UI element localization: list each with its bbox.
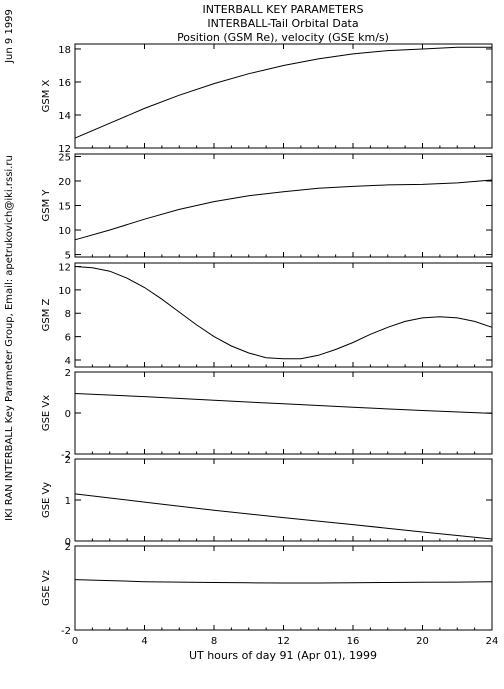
x-tick-label-2: 8 bbox=[211, 636, 217, 647]
gsm-x-ytick-label-3: 18 bbox=[58, 45, 71, 56]
gsm-x-ytick-label-2: 16 bbox=[58, 78, 71, 89]
gsm-z-ytick-label-1: 6 bbox=[65, 333, 71, 344]
date-stamp: Jun 9 1999 bbox=[4, 9, 15, 64]
gsm-z-ytick-label-3: 10 bbox=[58, 286, 71, 297]
gse-vz-ytick-label-0: -2 bbox=[61, 626, 71, 637]
gsm-y-ytick-label-1: 10 bbox=[58, 226, 71, 237]
gse-vy-ytick-label-2: 2 bbox=[65, 455, 71, 466]
gsm-z-series-line bbox=[74, 266, 493, 360]
gsm-z-ytick-label-4: 12 bbox=[58, 263, 71, 274]
x-tick-label-1: 4 bbox=[141, 636, 147, 647]
gse-vz-ylabel: GSE Vz bbox=[41, 570, 52, 606]
gsm-y-ytick-label-0: 5 bbox=[65, 251, 71, 262]
gsm-y-ytick-label-2: 15 bbox=[58, 202, 71, 213]
gsm-z-ytick-label-0: 4 bbox=[65, 356, 71, 367]
gse-vy-ytick-label-1: 1 bbox=[65, 496, 71, 507]
x-tick-label-6: 24 bbox=[486, 636, 499, 647]
chart-title-line-2: INTERBALL-Tail Orbital Data bbox=[207, 17, 358, 30]
gsm-x-ytick-label-1: 14 bbox=[58, 111, 71, 122]
gse-vy-series-line bbox=[74, 493, 493, 540]
gse-vz-series-line bbox=[74, 579, 493, 584]
gse-vy-frame bbox=[74, 458, 493, 542]
gsm-y-ytick-label-4: 25 bbox=[58, 152, 71, 163]
gse-vx-series-line bbox=[74, 393, 493, 414]
side-credit: IKI RAN INTERBALL Key Parameter Group, E… bbox=[4, 155, 15, 521]
gsm-x-ylabel: GSM X bbox=[41, 79, 52, 112]
x-tick-label-0: 0 bbox=[72, 636, 78, 647]
gsm-z-ylabel: GSM Z bbox=[41, 298, 52, 331]
chart-title-line-1: INTERBALL KEY PARAMETERS bbox=[203, 3, 364, 16]
gsm-x-frame bbox=[74, 43, 493, 149]
gsm-z-ytick-label-2: 8 bbox=[65, 309, 71, 320]
chart-title-line-3: Position (GSM Re), velocity (GSE km/s) bbox=[177, 31, 389, 44]
x-tick-label-5: 20 bbox=[416, 636, 429, 647]
gsm-x-series-line bbox=[74, 46, 492, 139]
x-axis-label: UT hours of day 91 (Apr 01), 1999 bbox=[189, 649, 377, 662]
gsm-x-ytick-label-0: 12 bbox=[58, 144, 71, 155]
gse-vx-frame bbox=[74, 371, 493, 455]
gse-vx-ytick-label-1: 0 bbox=[65, 409, 71, 420]
gse-vy-ytick-label-0: 0 bbox=[65, 537, 71, 548]
x-tick-label-3: 12 bbox=[277, 636, 290, 647]
gse-vy-ylabel: GSE Vy bbox=[41, 482, 52, 518]
gse-vx-ytick-label-0: -2 bbox=[61, 450, 71, 461]
gse-vx-ytick-label-2: 2 bbox=[65, 368, 71, 379]
gse-vx-ylabel: GSE Vx bbox=[41, 395, 52, 431]
gse-vz-ytick-label-1: 2 bbox=[65, 542, 71, 553]
gsm-z-frame bbox=[74, 262, 493, 368]
gsm-y-ytick-label-3: 20 bbox=[58, 177, 71, 188]
gse-vz-frame bbox=[74, 545, 493, 631]
gsm-y-ylabel: GSM Y bbox=[41, 189, 52, 222]
gsm-y-series-line bbox=[74, 179, 493, 241]
gsm-y-frame bbox=[74, 153, 493, 258]
x-tick-label-4: 16 bbox=[347, 636, 360, 647]
